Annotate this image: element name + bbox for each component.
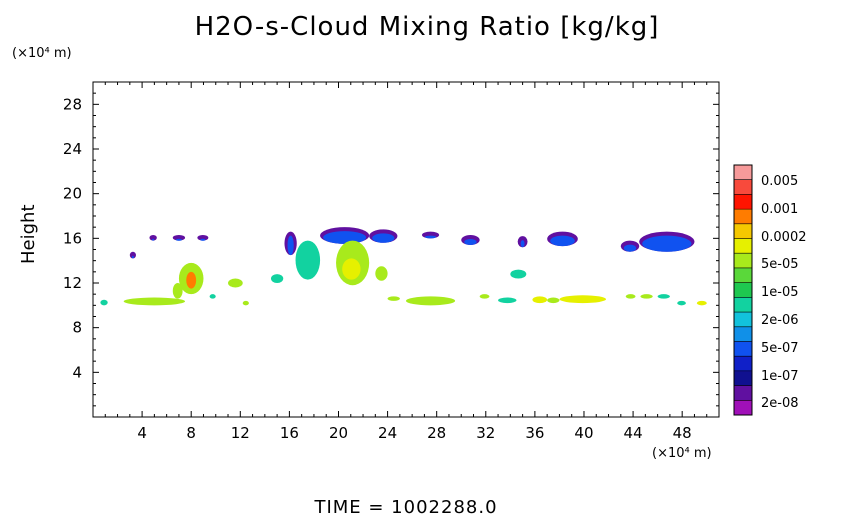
- colorbar-swatch: [734, 238, 752, 254]
- y-tick-label: 4: [72, 363, 82, 381]
- y-axis-unit-label: (×10⁴ m): [12, 46, 72, 61]
- cloud-region-39: [696, 300, 707, 306]
- colorbar-swatch: [734, 370, 752, 387]
- cloud-region-5: [188, 276, 194, 286]
- cloud-region-core-24: [464, 238, 477, 246]
- cloud-region-core-14: [287, 235, 294, 256]
- colorbar-label: 2e-08: [761, 396, 799, 412]
- colorbar-swatch: [734, 165, 752, 181]
- colorbar: [733, 164, 753, 416]
- colorbar-swatch: [734, 179, 752, 195]
- chart-title: H2O-s-Cloud Mixing Ratio [kg/kg]: [194, 12, 660, 42]
- cloud-region-core-28: [520, 240, 525, 248]
- x-tick-label: 20: [329, 424, 348, 442]
- x-tick-label: 12: [231, 424, 250, 442]
- cloud-region-0: [100, 299, 108, 306]
- x-tick-label: 28: [427, 424, 446, 442]
- cloud-region-19: [375, 266, 388, 281]
- y-tick-label: 8: [72, 319, 82, 337]
- cloud-region-35: [625, 294, 636, 299]
- cloud-region-21: [387, 296, 400, 301]
- y-tick-label: 24: [63, 140, 82, 158]
- x-tick-label: 40: [574, 424, 593, 442]
- x-tick-label: 24: [378, 424, 397, 442]
- cloud-region-core-34: [642, 235, 692, 252]
- y-tick-label: 16: [63, 229, 82, 247]
- cloud-region-9: [197, 234, 209, 241]
- colorbar-label: 0.005: [761, 174, 799, 189]
- colorbar-swatch: [734, 209, 752, 225]
- colorbar-swatch: [734, 194, 752, 210]
- cloud-region-18: [342, 258, 361, 280]
- colorbar-swatch: [734, 400, 752, 416]
- colorbar-label: 5e-07: [761, 340, 799, 356]
- colorbar-label: 1e-07: [761, 368, 799, 384]
- colorbar-label: 0.001: [761, 201, 799, 217]
- colorbar-swatch: [734, 297, 752, 313]
- colorbar-swatch: [734, 312, 752, 328]
- cloud-region-25: [479, 294, 490, 299]
- cloud-region-11: [209, 294, 216, 299]
- cloud-region-8: [172, 234, 186, 241]
- cloud-region-36: [640, 294, 653, 299]
- y-tick-label: 12: [63, 274, 82, 292]
- y-tick-label: 20: [63, 185, 82, 203]
- cloud-region-core-20: [372, 233, 395, 243]
- colorbar-label: 0.0002: [761, 229, 807, 245]
- colorbar-swatch: [734, 385, 752, 401]
- colorbar-swatch: [734, 223, 752, 240]
- cloud-region-22: [406, 296, 456, 306]
- cloud-region-13: [270, 274, 284, 283]
- colorbar-label: 5e-05: [761, 257, 799, 273]
- cloud-region-30: [547, 297, 560, 304]
- cloud-region-2: [172, 283, 183, 299]
- cloud-region-29: [532, 296, 548, 304]
- cloud-region-core-8: [175, 238, 183, 241]
- cloud-region-core-23: [424, 235, 437, 239]
- x-tick-label: 8: [186, 424, 196, 442]
- cloud-region-12: [242, 300, 249, 306]
- cloud-region-27: [510, 269, 527, 279]
- cloud-region-38: [677, 300, 686, 306]
- cloud-region-31: [559, 295, 607, 304]
- time-footer: TIME = 1002288.0: [314, 497, 498, 518]
- cloud-region-10: [228, 278, 243, 288]
- cloud-region-37: [657, 294, 670, 299]
- colorbar-swatch: [734, 282, 752, 298]
- colorbar-label: 1e-05: [761, 285, 799, 301]
- cloud-region-1: [123, 297, 186, 306]
- cloud-region-6: [129, 251, 136, 259]
- cloud-region-core-32: [550, 235, 575, 247]
- colorbar-label: 2e-06: [761, 313, 799, 328]
- x-tick-label: 44: [624, 424, 643, 442]
- colorbar-swatch: [734, 341, 752, 357]
- colorbar-swatch: [734, 326, 752, 342]
- colorbar-frame: [733, 164, 753, 416]
- cloud-region-15: [295, 240, 321, 280]
- cloud-region-core-9: [200, 238, 206, 241]
- x-tick-label: 32: [476, 424, 495, 442]
- colorbar-swatch: [734, 253, 752, 269]
- cloud-region-core-16: [323, 231, 367, 244]
- cloud-region-26: [498, 297, 517, 304]
- x-tick-label: 16: [280, 424, 299, 442]
- colorbar-swatch: [734, 267, 752, 284]
- cloud-region-core-7: [152, 238, 155, 241]
- colorbar-swatch: [734, 356, 752, 372]
- x-tick-label: 36: [525, 424, 544, 442]
- x-axis-unit-label: (×10⁴ m): [652, 446, 712, 461]
- x-tick-label: 48: [673, 424, 692, 442]
- x-tick-label: 4: [137, 424, 147, 442]
- cloud-region-core-6: [131, 255, 134, 259]
- cloud-regions: [100, 227, 707, 306]
- y-tick-label: 28: [63, 95, 82, 113]
- cloud-region-core-33: [623, 244, 637, 252]
- cloud-region-7: [149, 234, 157, 241]
